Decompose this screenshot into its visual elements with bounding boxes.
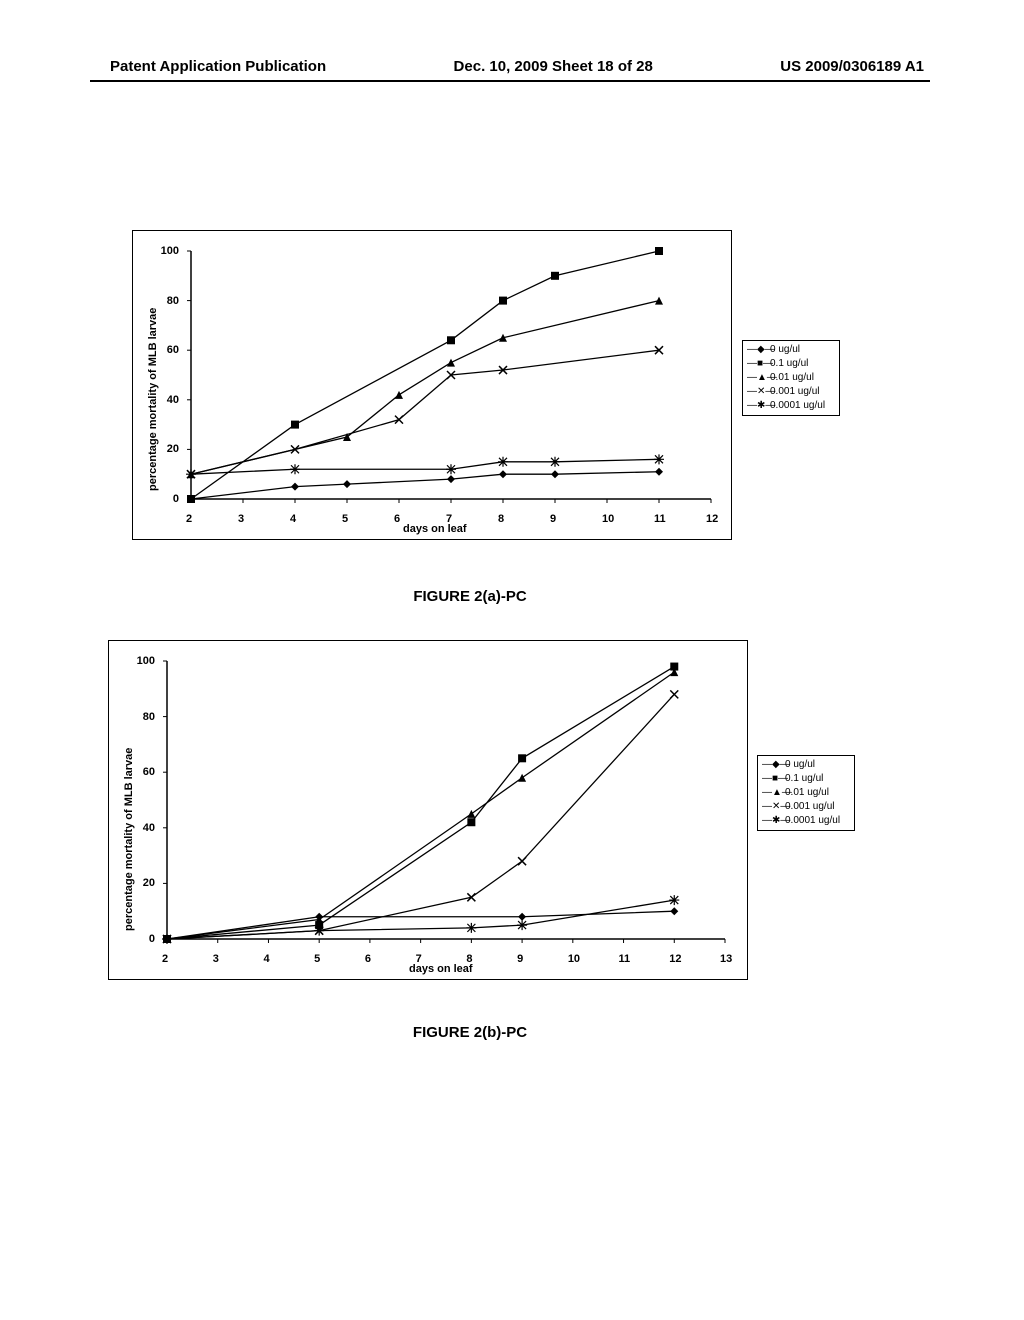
- xtick-label: 9: [550, 513, 556, 525]
- legend-marker-icon: —■—: [762, 772, 782, 786]
- legend-row: —▲—0.01 ug/ul: [747, 371, 835, 385]
- legend-marker-icon: —▲—: [747, 371, 767, 385]
- chart-a-caption: FIGURE 2(a)-PC: [370, 588, 570, 605]
- legend-row: —◆—0 ug/ul: [747, 343, 835, 357]
- xtick-label: 13: [720, 953, 732, 965]
- legend-marker-icon: —▲—: [762, 786, 782, 800]
- xtick-label: 3: [238, 513, 244, 525]
- xtick-label: 6: [394, 513, 400, 525]
- header-left: Patent Application Publication: [110, 58, 326, 75]
- xtick-label: 7: [416, 953, 422, 965]
- xtick-label: 8: [466, 953, 472, 965]
- legend-row: —■—0.1 ug/ul: [747, 357, 835, 371]
- chart-b-frame: percentage mortality of MLB larvae days …: [108, 640, 748, 980]
- legend-label: 0.1 ug/ul: [785, 772, 823, 786]
- xtick-label: 10: [568, 953, 580, 965]
- xtick-label: 8: [498, 513, 504, 525]
- ytick-label: 20: [133, 877, 155, 889]
- xtick-label: 4: [263, 953, 269, 965]
- legend-marker-icon: —✱—: [747, 399, 767, 413]
- xtick-label: 6: [365, 953, 371, 965]
- xtick-label: 5: [314, 953, 320, 965]
- header-center: Dec. 10, 2009 Sheet 18 of 28: [454, 58, 653, 75]
- chart-a-legend: —◆—0 ug/ul—■—0.1 ug/ul—▲—0.01 ug/ul—✕—0.…: [742, 340, 840, 416]
- xtick-label: 2: [162, 953, 168, 965]
- ytick-label: 0: [157, 493, 179, 505]
- xtick-label: 12: [706, 513, 718, 525]
- xtick-label: 2: [186, 513, 192, 525]
- ytick-label: 40: [133, 822, 155, 834]
- xtick-label: 11: [654, 513, 666, 525]
- legend-marker-icon: —◆—: [762, 758, 782, 772]
- chart-b-caption: FIGURE 2(b)-PC: [370, 1024, 570, 1041]
- legend-label: 0.01 ug/ul: [785, 786, 829, 800]
- chart-a-frame: percentage mortality of MLB larvae days …: [132, 230, 732, 540]
- ytick-label: 60: [157, 344, 179, 356]
- legend-label: 0.0001 ug/ul: [785, 814, 840, 828]
- xtick-label: 9: [517, 953, 523, 965]
- chart-b-legend: —◆—0 ug/ul—■—0.1 ug/ul—▲—0.01 ug/ul—✕—0.…: [757, 755, 855, 831]
- legend-label: 0.001 ug/ul: [770, 385, 820, 399]
- legend-label: 0 ug/ul: [770, 343, 800, 357]
- header-right: US 2009/0306189 A1: [780, 58, 924, 75]
- legend-label: 0.0001 ug/ul: [770, 399, 825, 413]
- legend-row: —▲—0.01 ug/ul: [762, 786, 850, 800]
- chart-a-xlabel: days on leaf: [403, 523, 467, 535]
- ytick-label: 80: [133, 711, 155, 723]
- legend-row: —■—0.1 ug/ul: [762, 772, 850, 786]
- legend-label: 0.1 ug/ul: [770, 357, 808, 371]
- legend-marker-icon: —✕—: [762, 800, 782, 814]
- ytick-label: 80: [157, 295, 179, 307]
- legend-marker-icon: —✱—: [762, 814, 782, 828]
- legend-row: —✱—0.0001 ug/ul: [747, 399, 835, 413]
- xtick-label: 10: [602, 513, 614, 525]
- ytick-label: 40: [157, 394, 179, 406]
- chart-b-plot: [157, 651, 735, 949]
- xtick-label: 11: [619, 953, 631, 965]
- ytick-label: 0: [133, 933, 155, 945]
- ytick-label: 20: [157, 443, 179, 455]
- legend-label: 0.01 ug/ul: [770, 371, 814, 385]
- xtick-label: 4: [290, 513, 296, 525]
- ytick-label: 100: [133, 655, 155, 667]
- legend-label: 0 ug/ul: [785, 758, 815, 772]
- ytick-label: 100: [157, 245, 179, 257]
- legend-label: 0.001 ug/ul: [785, 800, 835, 814]
- xtick-label: 3: [213, 953, 219, 965]
- xtick-label: 12: [669, 953, 681, 965]
- legend-row: —✕—0.001 ug/ul: [747, 385, 835, 399]
- legend-marker-icon: —■—: [747, 357, 767, 371]
- ytick-label: 60: [133, 766, 155, 778]
- header-divider: [90, 80, 930, 82]
- xtick-label: 5: [342, 513, 348, 525]
- chart-a-plot: [181, 241, 721, 509]
- legend-row: —◆—0 ug/ul: [762, 758, 850, 772]
- legend-marker-icon: —◆—: [747, 343, 767, 357]
- xtick-label: 7: [446, 513, 452, 525]
- legend-marker-icon: —✕—: [747, 385, 767, 399]
- legend-row: —✕—0.001 ug/ul: [762, 800, 850, 814]
- legend-row: —✱—0.0001 ug/ul: [762, 814, 850, 828]
